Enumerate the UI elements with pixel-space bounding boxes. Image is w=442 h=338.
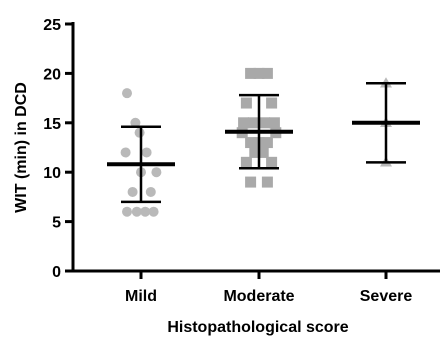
y-tick-label: 10 bbox=[43, 165, 61, 182]
data-point bbox=[141, 147, 152, 158]
data-point bbox=[238, 117, 250, 129]
data-point bbox=[268, 117, 280, 129]
data-point bbox=[151, 167, 162, 178]
data-point bbox=[259, 117, 271, 129]
data-point bbox=[266, 97, 278, 109]
data-point bbox=[266, 156, 278, 168]
x-tick-label: Severe bbox=[360, 288, 413, 305]
y-tick-label: 0 bbox=[52, 264, 61, 281]
error-bars bbox=[107, 82, 420, 204]
data-point bbox=[245, 176, 257, 188]
x-tick-label: Moderate bbox=[223, 288, 294, 305]
data-point bbox=[245, 137, 257, 149]
data-point bbox=[245, 67, 257, 79]
data-point bbox=[261, 137, 273, 149]
y-axis-title: WIT (min) in DCD bbox=[13, 82, 30, 213]
data-point bbox=[148, 206, 159, 217]
data-point bbox=[240, 156, 252, 168]
data-point bbox=[247, 117, 259, 129]
data-point bbox=[253, 67, 265, 79]
x-tick-label: Mild bbox=[125, 288, 157, 305]
x-axis-title: Histopathological score bbox=[167, 319, 348, 336]
data-point bbox=[122, 206, 132, 217]
data-point bbox=[127, 186, 138, 197]
data-point bbox=[249, 146, 261, 158]
data-point bbox=[134, 127, 145, 138]
y-tick-label: 25 bbox=[43, 17, 61, 34]
data-point bbox=[131, 206, 142, 217]
axes: 0 5 10 15 20 25 Mild Moderate Severe bbox=[43, 17, 440, 305]
y-tick-label: 5 bbox=[52, 215, 61, 232]
data-point bbox=[261, 176, 273, 188]
data-point bbox=[240, 97, 252, 109]
data-point bbox=[130, 117, 141, 128]
y-tick-label: 15 bbox=[43, 116, 61, 133]
data-point bbox=[120, 147, 131, 158]
data-point bbox=[261, 67, 273, 79]
y-tick-label: 20 bbox=[43, 66, 61, 83]
data-point bbox=[140, 206, 151, 217]
data-points bbox=[120, 67, 392, 217]
data-point bbox=[122, 88, 132, 99]
data-point bbox=[257, 146, 269, 158]
data-point bbox=[145, 186, 156, 197]
